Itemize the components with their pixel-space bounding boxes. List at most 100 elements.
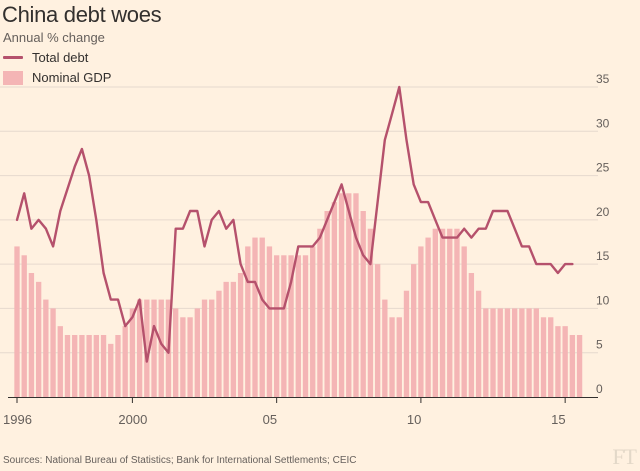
gdp-bar xyxy=(432,228,438,397)
gdp-bar xyxy=(230,281,237,397)
gdp-bar xyxy=(403,290,410,397)
gdp-bar xyxy=(28,273,35,397)
y-tick-label: 35 xyxy=(596,72,610,86)
gdp-bar xyxy=(158,299,164,397)
gdp-bar xyxy=(461,246,467,397)
gdp-bar xyxy=(483,308,489,397)
gdp-bar xyxy=(115,335,121,397)
y-tick-label: 0 xyxy=(596,382,603,396)
gdp-bar xyxy=(245,246,251,397)
gdp-bar xyxy=(367,228,374,397)
gdp-bar xyxy=(209,299,215,397)
gdp-bar xyxy=(511,308,518,397)
gdp-bar xyxy=(64,335,71,397)
gdp-bar xyxy=(273,255,280,397)
gdp-bar xyxy=(194,308,200,397)
gdp-bar xyxy=(173,308,179,397)
gdp-bar xyxy=(569,335,576,397)
gdp-bar xyxy=(374,264,381,397)
gdp-bar xyxy=(562,326,568,397)
legend-item-nominal-gdp: Nominal GDP xyxy=(3,70,111,85)
gdp-bar xyxy=(151,299,157,397)
gdp-bar xyxy=(122,326,128,397)
gdp-bar xyxy=(324,211,330,397)
gdp-bar xyxy=(86,335,92,397)
legend-label-nominal-gdp: Nominal GDP xyxy=(32,70,112,85)
x-tick-label: 1996 xyxy=(3,412,32,427)
gdp-bar xyxy=(447,228,453,397)
y-tick-label: 30 xyxy=(596,116,610,130)
chart-subtitle: Annual % change xyxy=(3,30,105,45)
gdp-bar xyxy=(266,246,273,397)
gdp-bar xyxy=(100,335,107,397)
gdp-bar xyxy=(310,246,316,397)
gdp-bar xyxy=(72,335,78,397)
legend-item-total-debt: Total debt xyxy=(3,50,88,65)
gdp-bar xyxy=(540,317,547,397)
gdp-bar xyxy=(475,290,482,397)
gdp-bar xyxy=(338,193,345,397)
gdp-bar xyxy=(497,308,503,397)
y-tick-label: 15 xyxy=(596,249,610,263)
gdp-bar xyxy=(331,202,338,397)
gdp-bar xyxy=(288,255,294,397)
gdp-bar xyxy=(382,299,388,397)
gdp-bar xyxy=(57,326,63,397)
x-tick-label: 05 xyxy=(263,412,277,427)
gdp-bar xyxy=(50,308,56,397)
x-tick-label: 2000 xyxy=(118,412,147,427)
legend-bar-swatch xyxy=(3,70,23,85)
gdp-bar xyxy=(136,299,143,397)
gdp-bar xyxy=(187,317,193,397)
gdp-bar xyxy=(396,317,402,397)
gdp-bar xyxy=(237,273,244,397)
gdp-bar xyxy=(43,299,49,397)
gdp-bar xyxy=(144,299,150,397)
gdp-bar xyxy=(252,237,258,397)
y-tick-label: 20 xyxy=(596,205,610,219)
gdp-bar xyxy=(180,317,186,397)
total-debt-line xyxy=(15,85,574,363)
gdp-bar xyxy=(21,255,27,397)
gdp-bar xyxy=(281,255,287,397)
gdp-bar xyxy=(93,335,100,397)
y-tick-label: 25 xyxy=(596,161,610,175)
gdp-bar xyxy=(108,343,114,397)
gdp-bar xyxy=(216,290,222,397)
gdp-bar xyxy=(454,228,460,397)
gdp-bar xyxy=(302,255,309,397)
gdp-bar xyxy=(129,308,136,397)
gdp-bar xyxy=(526,308,532,397)
legend-label-total-debt: Total debt xyxy=(32,50,89,65)
gdp-bar xyxy=(418,246,424,397)
gdp-bar xyxy=(223,281,229,397)
gdp-bar xyxy=(295,255,301,397)
chart-title: China debt woes xyxy=(2,2,162,27)
gdp-bar xyxy=(14,246,20,397)
gdp-bar xyxy=(490,308,496,397)
gdp-bar xyxy=(360,211,366,397)
gdp-bar xyxy=(353,193,359,397)
gdp-bar xyxy=(519,308,525,397)
x-tick-label: 10 xyxy=(407,412,421,427)
source-note: Sources: National Bureau of Statistics; … xyxy=(3,455,357,466)
gdp-bar xyxy=(259,237,265,397)
gdp-bar xyxy=(201,299,208,397)
gdp-bar xyxy=(389,317,395,397)
gdp-bar xyxy=(425,237,431,397)
legend-line-swatch xyxy=(3,56,23,59)
ft-logo: FT xyxy=(612,444,637,469)
gdp-bar xyxy=(439,228,446,397)
x-tick-label: 15 xyxy=(551,412,565,427)
gdp-bar xyxy=(411,264,417,397)
gdp-bar xyxy=(35,281,42,397)
gdp-bar xyxy=(468,273,475,397)
gdp-bar xyxy=(555,326,561,397)
gdp-bar xyxy=(79,335,85,397)
y-tick-label: 5 xyxy=(596,338,603,352)
gdp-bar xyxy=(548,317,554,397)
gdp-bar xyxy=(533,308,539,397)
gdp-bar xyxy=(346,193,352,397)
gdp-bar xyxy=(504,308,511,397)
